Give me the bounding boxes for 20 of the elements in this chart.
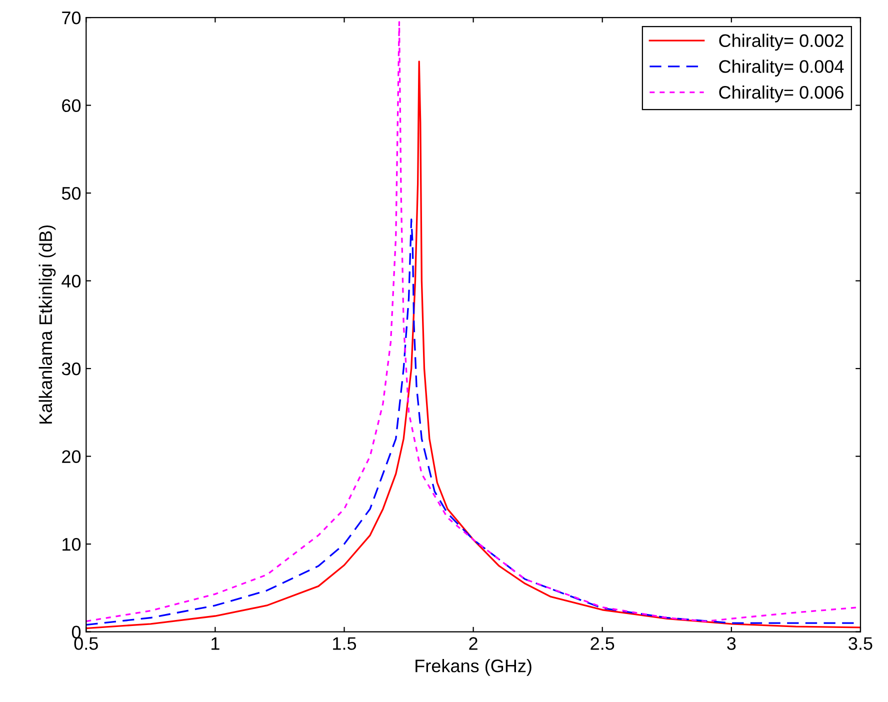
x-tick-label: 2 (469, 637, 478, 650)
y-axis-title: Kalkanlama Etkinligi (dB) (38, 225, 56, 424)
x-tick-label: 0.5 (74, 637, 98, 650)
legend-label: Chirality= 0.002 (719, 34, 844, 51)
y-tick-label: 60 (62, 99, 81, 112)
x-tick-label: 1 (212, 637, 220, 650)
y-tick-label: 40 (62, 274, 81, 288)
y-tick-label: 0 (72, 626, 81, 639)
x-axis-title: Frekans (GHz) (416, 659, 532, 676)
y-tick-label: 20 (62, 450, 81, 464)
y-tick-label: 50 (62, 186, 81, 200)
x-tick-label: 3.5 (848, 637, 872, 650)
x-tick-label: 1.5 (333, 637, 356, 650)
x-tick-label: 2.5 (590, 637, 614, 650)
y-tick-label: 70 (62, 11, 81, 24)
y-tick-label: 30 (62, 362, 81, 376)
legend-label: Chirality= 0.004 (719, 60, 844, 76)
y-tick-label: 10 (62, 538, 81, 551)
x-tick-label: 3 (727, 637, 736, 650)
legend-label: Chirality= 0.006 (719, 86, 844, 102)
